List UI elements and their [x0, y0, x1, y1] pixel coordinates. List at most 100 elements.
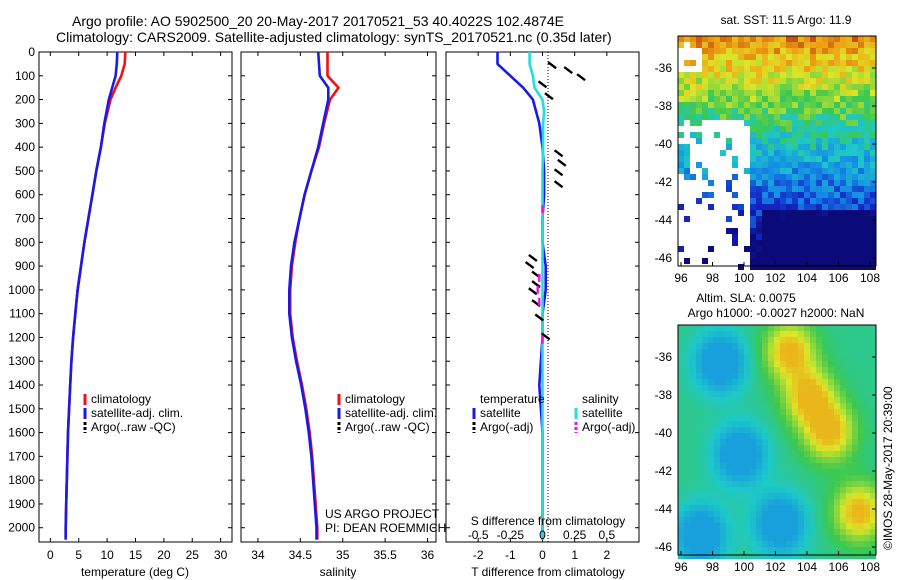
sla-cell — [678, 403, 684, 409]
sla-cell — [732, 439, 738, 445]
sst-cell — [828, 240, 834, 246]
sla-cell — [714, 337, 720, 343]
sla-cell — [696, 541, 702, 547]
sla-cell — [714, 481, 720, 487]
sla-cell — [858, 361, 864, 367]
sst-cell — [762, 240, 768, 246]
sst-cell — [846, 48, 852, 54]
sla-cell — [822, 451, 828, 457]
sst-cell — [768, 36, 774, 42]
sst-cell — [834, 54, 840, 60]
sla-cell — [684, 499, 690, 505]
sst-cell — [852, 198, 858, 204]
sst-cell — [768, 96, 774, 102]
sla-cell — [708, 355, 714, 361]
sst-cell — [798, 78, 804, 84]
sla-cell — [756, 493, 762, 499]
sla-cell — [834, 385, 840, 391]
sst-cell — [756, 168, 762, 174]
sla-cell — [786, 463, 792, 469]
sla-cell — [870, 541, 876, 547]
sst-cell — [858, 72, 864, 78]
sla-cell — [864, 475, 870, 481]
sla-cell — [858, 439, 864, 445]
sla-cell — [846, 373, 852, 379]
sla-cell — [822, 397, 828, 403]
sst-cell — [774, 126, 780, 132]
sla-cell — [870, 469, 876, 475]
sst-cell — [762, 180, 768, 186]
sst-cell — [822, 66, 828, 72]
sla-cell — [744, 553, 750, 559]
sla-cell — [786, 445, 792, 451]
sst-cell — [720, 114, 726, 120]
sla-cell — [798, 463, 804, 469]
sst-cell — [840, 144, 846, 150]
sla-cell — [696, 427, 702, 433]
sla-cell — [870, 499, 876, 505]
sla-cell — [840, 355, 846, 361]
sla-cell — [834, 511, 840, 517]
sst-cell — [678, 108, 684, 114]
sst-cell — [762, 162, 768, 168]
sst-cell — [756, 192, 762, 198]
sst-cell — [846, 174, 852, 180]
sla-cell — [816, 337, 822, 343]
sla-cell — [732, 427, 738, 433]
sla-cell — [792, 475, 798, 481]
sst-cell — [816, 222, 822, 228]
sst-cell — [702, 258, 708, 264]
sst-cell — [798, 66, 804, 72]
sla-cell — [816, 343, 822, 349]
sst-cell — [780, 78, 786, 84]
sla-cell — [714, 367, 720, 373]
legend-label: climatology — [91, 392, 151, 406]
sla-cell — [726, 487, 732, 493]
sla-cell — [678, 379, 684, 385]
sla-cell — [840, 427, 846, 433]
sla-cell — [690, 553, 696, 559]
sst-cell — [804, 84, 810, 90]
sst-cell — [786, 102, 792, 108]
sla-cell — [726, 517, 732, 523]
sst-cell — [762, 144, 768, 150]
sla-cell — [750, 547, 756, 553]
sst-cell — [816, 246, 822, 252]
sst-cell — [774, 216, 780, 222]
lon-tick-label: 108 — [860, 271, 880, 285]
sst-cell — [720, 108, 726, 114]
sla-cell — [858, 517, 864, 523]
sla-cell — [750, 325, 756, 331]
sla-cell — [684, 331, 690, 337]
sst-cell — [840, 180, 846, 186]
sla-cell — [786, 511, 792, 517]
sst-cell — [714, 102, 720, 108]
sst-cell — [786, 150, 792, 156]
sla-cell — [852, 373, 858, 379]
sla-cell — [744, 529, 750, 535]
sst-cell — [804, 120, 810, 126]
sst-cell — [768, 240, 774, 246]
sla-cell — [792, 523, 798, 529]
sst-cell — [696, 78, 702, 84]
sst-cell — [780, 216, 786, 222]
sst-cell — [756, 228, 762, 234]
sst-cell — [828, 228, 834, 234]
sst-cell — [792, 198, 798, 204]
sla-cell — [678, 499, 684, 505]
sla-cell — [810, 373, 816, 379]
sla-cell — [708, 517, 714, 523]
sst-cell — [714, 48, 720, 54]
legend-label: satellite — [480, 406, 521, 420]
sst-cell — [810, 78, 816, 84]
sla-cell — [786, 331, 792, 337]
sla-cell — [708, 421, 714, 427]
sla-cell — [720, 379, 726, 385]
sst-cell — [696, 120, 702, 126]
sla-map-title-1: Altim. SLA: 0.0075 — [696, 291, 796, 305]
x-tick-label: 34.5 — [289, 548, 313, 562]
x-tick-label: -2 — [473, 548, 484, 562]
sst-cell — [732, 66, 738, 72]
lon-tick-label: 98 — [706, 271, 720, 285]
sla-cell — [840, 415, 846, 421]
